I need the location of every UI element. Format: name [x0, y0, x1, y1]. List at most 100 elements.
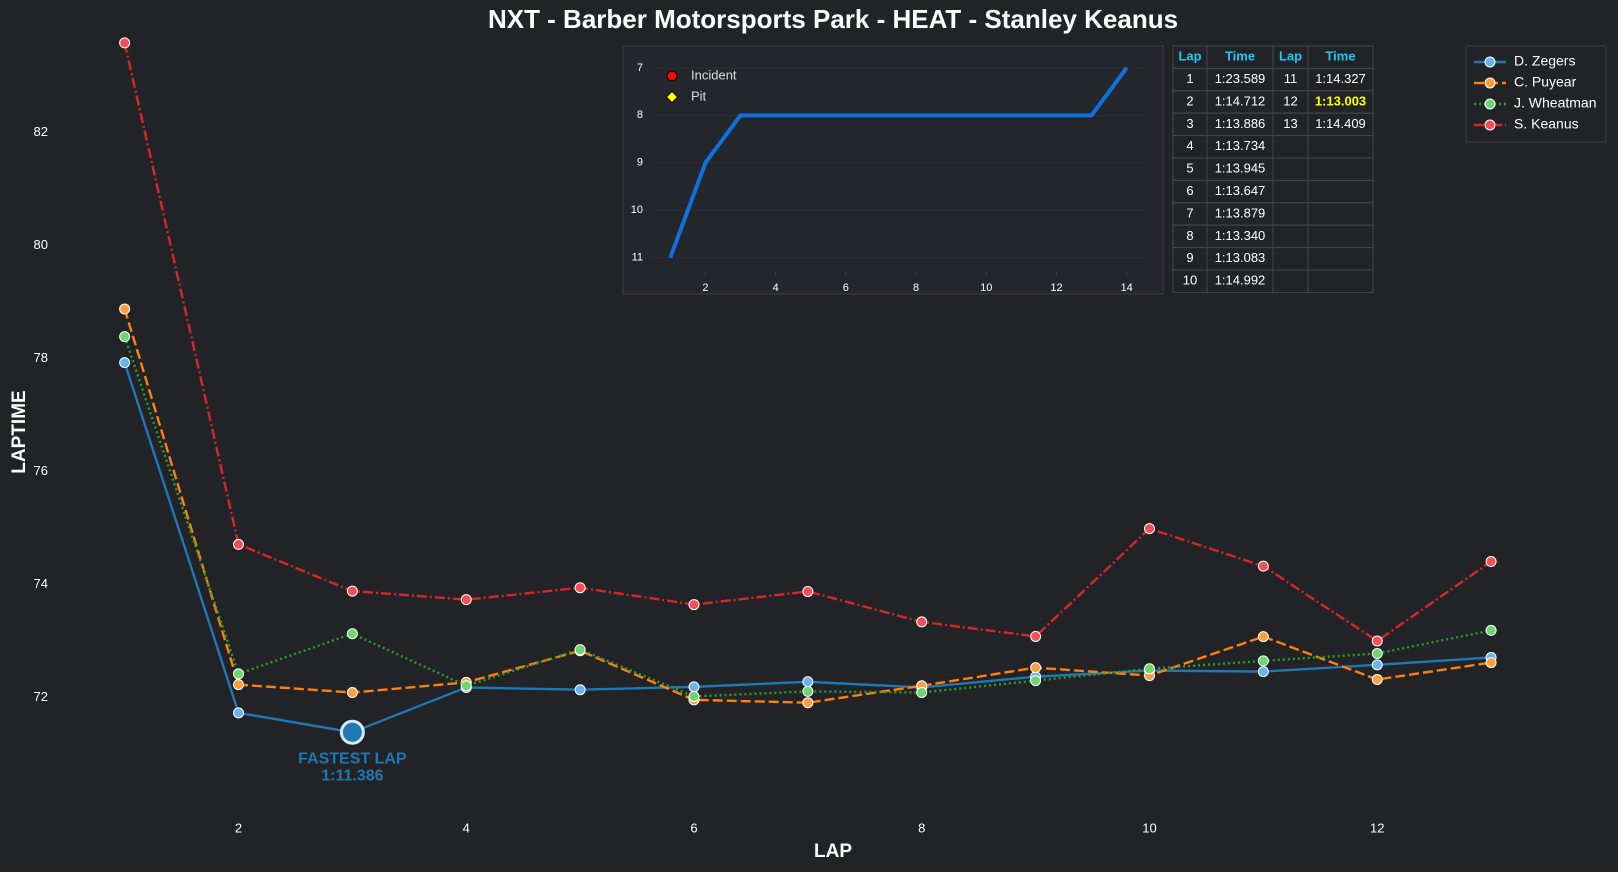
legend-marker — [1484, 119, 1496, 131]
legend-label: S. Keanus — [1514, 116, 1579, 132]
table-cell-text: 3 — [1186, 116, 1193, 131]
table-cell-text: 1:13.647 — [1215, 183, 1266, 198]
legend-marker — [1484, 77, 1496, 89]
data-point — [119, 37, 131, 49]
data-point — [233, 679, 245, 691]
table-cell — [1272, 157, 1309, 181]
data-point — [1371, 635, 1383, 647]
data-point — [1257, 560, 1269, 572]
legend-box — [1465, 45, 1607, 143]
table-cell-text: 8 — [1186, 228, 1193, 243]
data-point — [119, 357, 131, 369]
x-tick-label: 8 — [918, 820, 925, 835]
x-tick-label: 6 — [690, 820, 697, 835]
data-point — [1371, 674, 1383, 686]
data-point — [688, 599, 700, 611]
table-cell-text: 1:14.712 — [1215, 93, 1266, 108]
data-point — [916, 616, 928, 628]
table-header: Lap — [1178, 49, 1201, 64]
data-point — [1143, 663, 1155, 675]
series-line — [123, 336, 1492, 698]
data-point — [346, 687, 358, 699]
data-point — [460, 680, 472, 692]
table-cell-text: 7 — [1186, 205, 1193, 220]
inset-frame — [622, 45, 1164, 295]
table-cell — [1307, 247, 1374, 271]
data-point — [574, 582, 586, 594]
data-point — [1485, 624, 1497, 636]
data-point — [574, 644, 586, 656]
data-point — [802, 697, 814, 709]
y-axis-label: LAPTIME — [9, 390, 30, 473]
fastest-lap-marker — [339, 719, 365, 745]
table-cell — [1307, 135, 1374, 159]
x-tick-label: 14 — [1121, 282, 1133, 294]
y-tick-label: 10 — [631, 204, 643, 216]
data-point — [1030, 630, 1042, 642]
table-cell-text: 1:14.992 — [1215, 273, 1266, 288]
data-point — [1030, 675, 1042, 687]
y-tick-label: 78 — [34, 350, 48, 365]
table-cell — [1272, 202, 1309, 226]
table-cell — [1272, 269, 1309, 293]
x-tick-label: 10 — [1142, 820, 1156, 835]
data-point — [1371, 648, 1383, 660]
x-tick-label: 2 — [702, 282, 708, 294]
data-point — [802, 676, 814, 688]
table-cell-text: 1:13.083 — [1215, 250, 1266, 265]
data-point — [233, 668, 245, 680]
x-tick-label: 12 — [1050, 282, 1062, 294]
data-point — [1485, 556, 1497, 568]
table-cell-text: 5 — [1186, 161, 1193, 176]
data-point — [1143, 523, 1155, 535]
table-cell-text: 1:13.886 — [1215, 116, 1266, 131]
legend-label: C. Puyear — [1514, 74, 1577, 90]
data-point — [802, 685, 814, 697]
data-point — [1257, 631, 1269, 643]
x-tick-label: 12 — [1370, 820, 1384, 835]
y-tick-label: 9 — [637, 157, 643, 169]
table-cell-text: 11 — [1284, 71, 1298, 86]
legend-marker — [1484, 98, 1496, 110]
table-cell-text: 13 — [1283, 116, 1297, 131]
data-point — [119, 331, 131, 343]
table-cell — [1272, 247, 1309, 271]
data-point — [688, 690, 700, 702]
x-axis-label: LAP — [814, 841, 852, 862]
x-tick-label: 10 — [980, 282, 992, 294]
table-cell — [1307, 157, 1374, 181]
data-point — [346, 585, 358, 597]
table-cell — [1307, 202, 1374, 226]
table-header: Time — [1225, 49, 1255, 64]
legend-label: Pit — [691, 88, 707, 103]
y-tick-label: 11 — [632, 252, 643, 264]
x-tick-label: 4 — [463, 820, 470, 835]
data-point — [1257, 666, 1269, 678]
data-point — [1030, 662, 1042, 674]
x-tick-label: 8 — [913, 282, 919, 294]
series-line — [668, 66, 1129, 259]
table-header: Time — [1325, 49, 1355, 64]
x-tick-label: 2 — [235, 820, 242, 835]
table-cell-text: 1:14.409 — [1315, 116, 1366, 131]
table-cell-text: 1 — [1186, 71, 1193, 86]
table-header: Lap — [1279, 49, 1302, 64]
table-cell-text: 1:23.589 — [1215, 71, 1266, 86]
legend-marker — [665, 90, 679, 104]
table-cell-text: 1:13.340 — [1215, 228, 1266, 243]
legend-label: J. Wheatman — [1514, 95, 1596, 111]
table-cell-text: 1:13.734 — [1215, 138, 1266, 153]
x-tick-label: 4 — [773, 282, 779, 294]
y-tick-label: 8 — [637, 109, 643, 121]
table-cell-text: 1:13.879 — [1215, 205, 1266, 220]
table-cell-text: 9 — [1186, 250, 1193, 265]
y-tick-label: 7 — [637, 62, 643, 74]
table-cell-text: 2 — [1186, 93, 1193, 108]
y-tick-label: 74 — [34, 576, 48, 591]
y-tick-label: 82 — [34, 124, 48, 139]
data-point — [916, 687, 928, 699]
chart-title: NXT - Barber Motorsports Park - HEAT - S… — [488, 4, 1178, 34]
data-point — [233, 538, 245, 550]
